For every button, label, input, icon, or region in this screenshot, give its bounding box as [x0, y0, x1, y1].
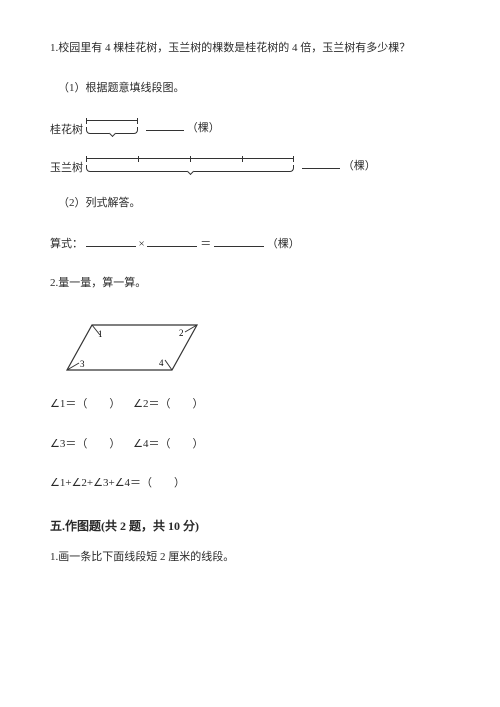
angle-sum[interactable]: ∠1+∠2+∠3+∠4＝（ ） [50, 475, 450, 493]
angle-2-label: 2 [179, 328, 184, 338]
angle2[interactable]: ∠2＝（ ） [133, 396, 203, 414]
angle1[interactable]: ∠1＝（ ） [50, 396, 120, 414]
angle-4-label: 4 [159, 358, 164, 368]
tree2-diagram: 玉兰树 （棵） [50, 157, 450, 175]
formula-label: 算式： [50, 238, 83, 250]
times-symbol: × [139, 238, 145, 250]
tree1-diagram: 桂花树 （棵） [50, 119, 450, 137]
angle3[interactable]: ∠3＝（ ） [50, 436, 120, 454]
parallelogram-shape: 1 2 3 4 [62, 315, 450, 380]
q2-text: 2.量一量，算一算。 [50, 275, 450, 293]
parallelogram [67, 325, 197, 370]
section5-q1: 1.画一条比下面线段短 2 厘米的线段。 [50, 548, 450, 564]
tree2-label: 玉兰树 [50, 157, 86, 175]
formula-unit: （棵） [267, 238, 300, 250]
formula-blank3[interactable] [214, 235, 264, 247]
q1-text: 1.校园里有 4 棵桂花树，玉兰树的棵数是桂花树的 4 倍，玉兰树有多少棵？ [50, 40, 450, 58]
tree2-unit: （棵） [343, 160, 376, 172]
angle-3-label: 3 [80, 359, 85, 369]
angle-row1: ∠1＝（ ） ∠2＝（ ） [50, 396, 450, 414]
formula-blank2[interactable] [147, 235, 197, 247]
tree1-label: 桂花树 [50, 119, 86, 137]
formula-blank1[interactable] [86, 235, 136, 247]
angle-row2: ∠3＝（ ） ∠4＝（ ） [50, 436, 450, 454]
formula-row: 算式： × ＝ （棵） [50, 235, 450, 254]
section5-title: 五.作图题(共 2 题，共 10 分) [50, 517, 450, 534]
tree1-unit: （棵） [187, 122, 220, 134]
q1-sub1: （1）根据题意填线段图。 [50, 80, 450, 98]
tree1-blank[interactable] [146, 119, 184, 131]
angle4[interactable]: ∠4＝（ ） [133, 436, 203, 454]
equals-symbol: ＝ [200, 238, 211, 250]
q1-sub2: （2）列式解答。 [50, 195, 450, 213]
tree2-blank[interactable] [302, 157, 340, 169]
angle-1-label: 1 [98, 329, 103, 339]
